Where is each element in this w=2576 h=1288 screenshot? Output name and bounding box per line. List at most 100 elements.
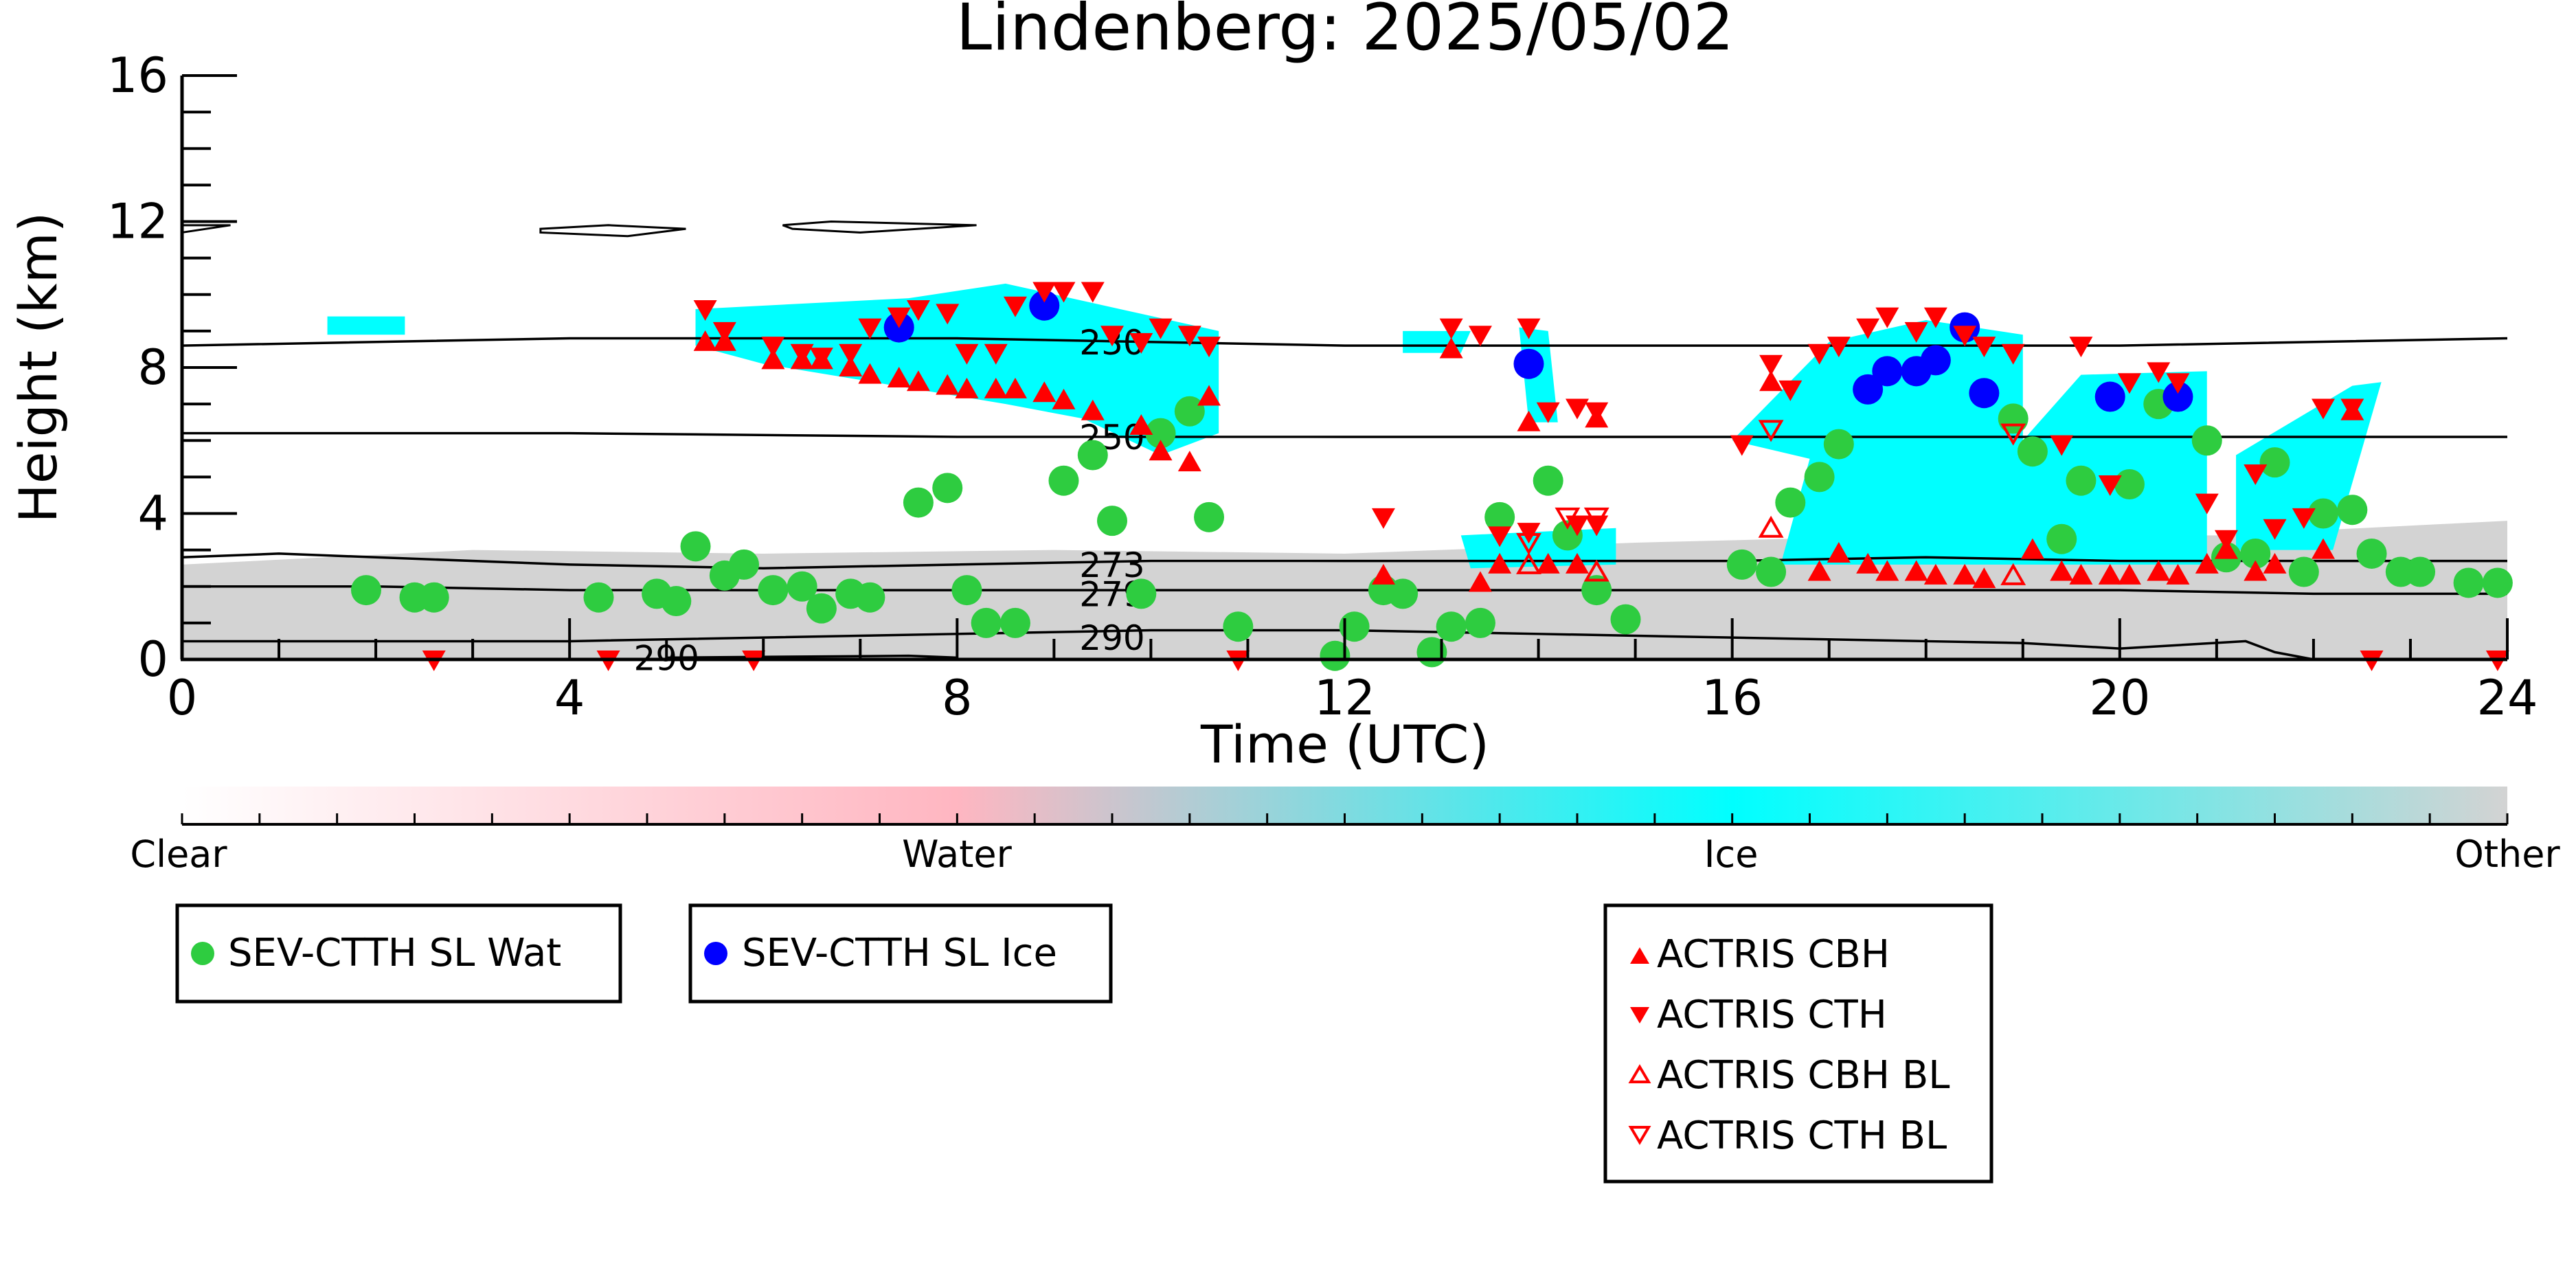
- marker-actris-cbh-bl: [1516, 552, 1541, 574]
- isotherm-line: [182, 585, 2507, 596]
- marker-actris-cbh: [2050, 560, 2074, 581]
- marker-actris-cbh: [955, 377, 979, 398]
- legend-marker-cth-bl: [1628, 1126, 1651, 1145]
- marker-sev-ctth-sl-wat: [2240, 538, 2271, 569]
- y-tick-label: 0: [137, 631, 168, 688]
- marker-actris-cth: [1129, 332, 1153, 354]
- marker-actris-cth: [1972, 337, 1996, 358]
- marker-actris-cbh: [1953, 563, 1977, 585]
- marker-actris-cth: [1807, 343, 1831, 365]
- marker-actris-cth: [2098, 475, 2122, 496]
- isotherm-label: 273: [1079, 545, 1144, 585]
- marker-sev-ctth-sl-wat: [1726, 549, 1757, 580]
- marker-actris-cth: [1439, 318, 1463, 339]
- y-axis-ticks: 0 4 8 12 16: [107, 47, 237, 688]
- marker-sev-ctth-sl-wat: [951, 575, 982, 606]
- x-tick-label: 8: [942, 670, 973, 726]
- marker-sev-ctth-sl-wat: [1823, 429, 1854, 460]
- legend-marker-wat: [191, 942, 214, 965]
- marker-actris-cth: [2263, 519, 2287, 540]
- marker-sev-ctth-sl-ice: [1920, 345, 1951, 376]
- marker-sev-ctth-sl-wat: [2405, 556, 2436, 587]
- marker-actris-cbh: [1129, 414, 1153, 435]
- marker-actris-cth: [906, 300, 930, 321]
- marker-sev-ctth-sl-ice: [1969, 378, 2000, 409]
- marker-actris-cth: [1585, 402, 1609, 423]
- marker-sev-ctth-sl-wat: [1097, 506, 1127, 536]
- marker-actris-cth: [1904, 321, 1928, 343]
- marker-actris-cth: [2312, 398, 2336, 420]
- marker-actris-cbh: [2312, 538, 2336, 559]
- marker-sev-ctth-sl-ice: [1513, 348, 1544, 379]
- marker-actris-cth: [2244, 464, 2268, 486]
- x-tick-label: 24: [2476, 670, 2538, 726]
- legend-ice: SEV-CTTH SL Ice: [688, 903, 1113, 1004]
- marker-actris-cth-bl: [1583, 507, 1609, 530]
- x-tick-label: 16: [1702, 670, 1763, 726]
- marker-actris-cbh: [839, 356, 863, 376]
- marker-actris-cbh: [1468, 571, 1492, 592]
- cirrus-outline: [782, 220, 977, 234]
- marker-sev-ctth-sl-wat: [2114, 469, 2145, 499]
- legend-label-wat: SEV-CTTH SL Wat: [228, 931, 561, 975]
- marker-sev-ctth-sl-wat: [2066, 465, 2097, 496]
- isotherm-line: [181, 552, 2507, 569]
- legend-label-cbh: ACTRIS CBH: [1657, 932, 1890, 977]
- marker-actris-cth: [2292, 508, 2316, 529]
- marker-actris-cth: [761, 337, 785, 358]
- marker-sev-ctth-sl-wat: [903, 487, 934, 518]
- marker-sev-ctth-sl-wat: [855, 582, 885, 613]
- marker-actris-cth: [1197, 337, 1221, 358]
- marker-actris-cth: [2001, 343, 2025, 365]
- marker-actris-cth: [809, 348, 833, 369]
- marker-actris-cth: [1003, 296, 1027, 317]
- y-axis-label: Height (km): [8, 212, 69, 523]
- marker-sev-ctth-sl-wat: [1320, 640, 1351, 671]
- colorbar-label-water: Water: [902, 833, 1012, 876]
- marker-sev-ctth-sl-wat: [787, 571, 817, 602]
- marker-actris-cth: [1827, 337, 1851, 358]
- marker-actris-cth: [2147, 362, 2171, 383]
- legend-marker-cbh-bl: [1628, 1064, 1651, 1083]
- marker-actris-cbh: [1371, 563, 1395, 585]
- cirrus-outline: [181, 224, 231, 234]
- legend-water: SEV-CTTH SL Wat: [175, 903, 622, 1004]
- marker-sev-ctth-sl-wat: [2337, 495, 2368, 526]
- marker-actris-cth-bl: [1758, 420, 1784, 442]
- y-tick-label: 8: [137, 339, 168, 396]
- marker-actris-cth: [1468, 326, 1492, 347]
- legend-marker-ice: [704, 942, 727, 965]
- legend-label-cth-bl: ACTRIS CTH BL: [1657, 1114, 1947, 1158]
- marker-actris-cbh: [1856, 552, 1880, 574]
- marker-actris-cbh: [1566, 552, 1589, 574]
- marker-actris-cbh: [2195, 552, 2219, 574]
- marker-actris-cth-bl: [2000, 423, 2026, 446]
- x-tick-label: 20: [2089, 670, 2150, 726]
- marker-sev-ctth-sl-wat: [2453, 567, 2484, 598]
- marker-actris-cth: [1081, 282, 1105, 303]
- x-tick-label: 0: [167, 670, 198, 726]
- marker-actris-cbh: [1177, 451, 1201, 472]
- marker-actris-cth: [1149, 318, 1173, 339]
- marker-actris-cth: [1759, 354, 1783, 376]
- marker-actris-cth: [1856, 318, 1880, 339]
- marker-actris-cth: [1566, 398, 1589, 420]
- marker-sev-ctth-sl-wat: [1388, 578, 1419, 609]
- marker-sev-ctth-sl-wat: [2356, 538, 2387, 569]
- marker-sev-ctth-sl-wat: [1174, 396, 1205, 427]
- marker-sev-ctth-sl-wat: [661, 586, 692, 616]
- marker-actris-cbh-bl: [1758, 515, 1784, 538]
- cirrus-outline: [539, 224, 686, 238]
- marker-sev-ctth-sl-wat: [806, 593, 837, 624]
- marker-sev-ctth-sl-wat: [350, 575, 381, 606]
- marker-actris-cbh: [1197, 385, 1221, 406]
- marker-actris-cth: [936, 304, 960, 325]
- isotherm-line: [182, 431, 2507, 438]
- chart-title: Lindenberg: 2025/05/02: [956, 0, 1735, 65]
- x-tick-label: 12: [1314, 670, 1375, 726]
- marker-actris-cth: [1488, 526, 1512, 547]
- y-tick-label: 4: [137, 486, 168, 542]
- marker-actris-cth: [1517, 318, 1541, 339]
- marker-sev-ctth-sl-wat: [2259, 447, 2290, 478]
- marker-sev-ctth-sl-wat: [1998, 403, 2029, 434]
